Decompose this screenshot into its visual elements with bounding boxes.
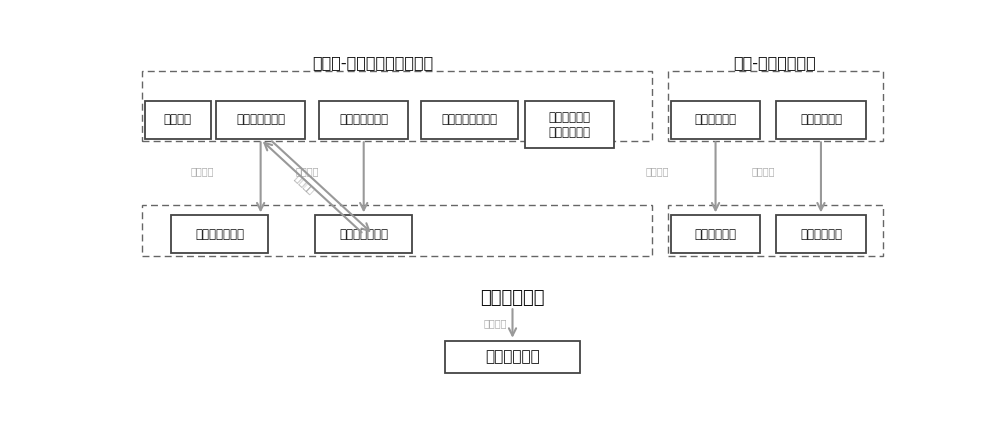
Bar xyxy=(142,205,652,255)
Bar xyxy=(216,101,305,139)
Text: 声发射处理模块: 声发射处理模块 xyxy=(195,228,244,241)
Text: 声发射采集模块: 声发射采集模块 xyxy=(236,113,285,126)
Bar xyxy=(668,71,883,141)
Text: 声电集成测试
探头加持装置: 声电集成测试 探头加持装置 xyxy=(548,110,590,139)
Text: 数据传输: 数据传输 xyxy=(296,166,319,176)
Text: 数据传输: 数据传输 xyxy=(751,166,775,176)
Bar xyxy=(668,205,883,255)
Bar xyxy=(776,101,866,139)
Bar xyxy=(421,101,518,139)
Text: 声电集成测试探头: 声电集成测试探头 xyxy=(441,113,497,126)
Text: 应力处理模块: 应力处理模块 xyxy=(695,228,737,241)
Bar xyxy=(525,101,614,148)
Text: 应变处理模块: 应变处理模块 xyxy=(800,228,842,241)
Text: 应力采集模块: 应力采集模块 xyxy=(695,113,737,126)
Text: 数据传输: 数据传输 xyxy=(646,166,669,176)
Text: 电阻率采集模块: 电阻率采集模块 xyxy=(339,113,388,126)
Text: 供电模块: 供电模块 xyxy=(164,113,192,126)
Text: 数据传输: 数据传输 xyxy=(191,166,214,176)
Text: 实时显示系统: 实时显示系统 xyxy=(485,349,540,365)
Text: 声发射-电阻率联合测量系统: 声发射-电阻率联合测量系统 xyxy=(312,55,434,70)
Bar xyxy=(319,101,408,139)
Bar xyxy=(776,215,866,253)
Bar xyxy=(142,71,652,141)
Bar xyxy=(671,215,760,253)
Text: 电阻率处理模块: 电阻率处理模块 xyxy=(339,228,388,241)
Text: 数据处理系统: 数据处理系统 xyxy=(480,289,545,307)
Text: 反馈调节: 反馈调节 xyxy=(292,172,316,195)
Text: 应力-应变测量系统: 应力-应变测量系统 xyxy=(733,55,816,70)
Bar xyxy=(315,215,412,253)
Bar xyxy=(445,340,580,373)
Bar xyxy=(671,101,760,139)
Text: 应变采集模块: 应变采集模块 xyxy=(800,113,842,126)
Bar xyxy=(171,215,268,253)
Bar xyxy=(145,101,211,139)
Text: 数据传输: 数据传输 xyxy=(483,318,507,329)
